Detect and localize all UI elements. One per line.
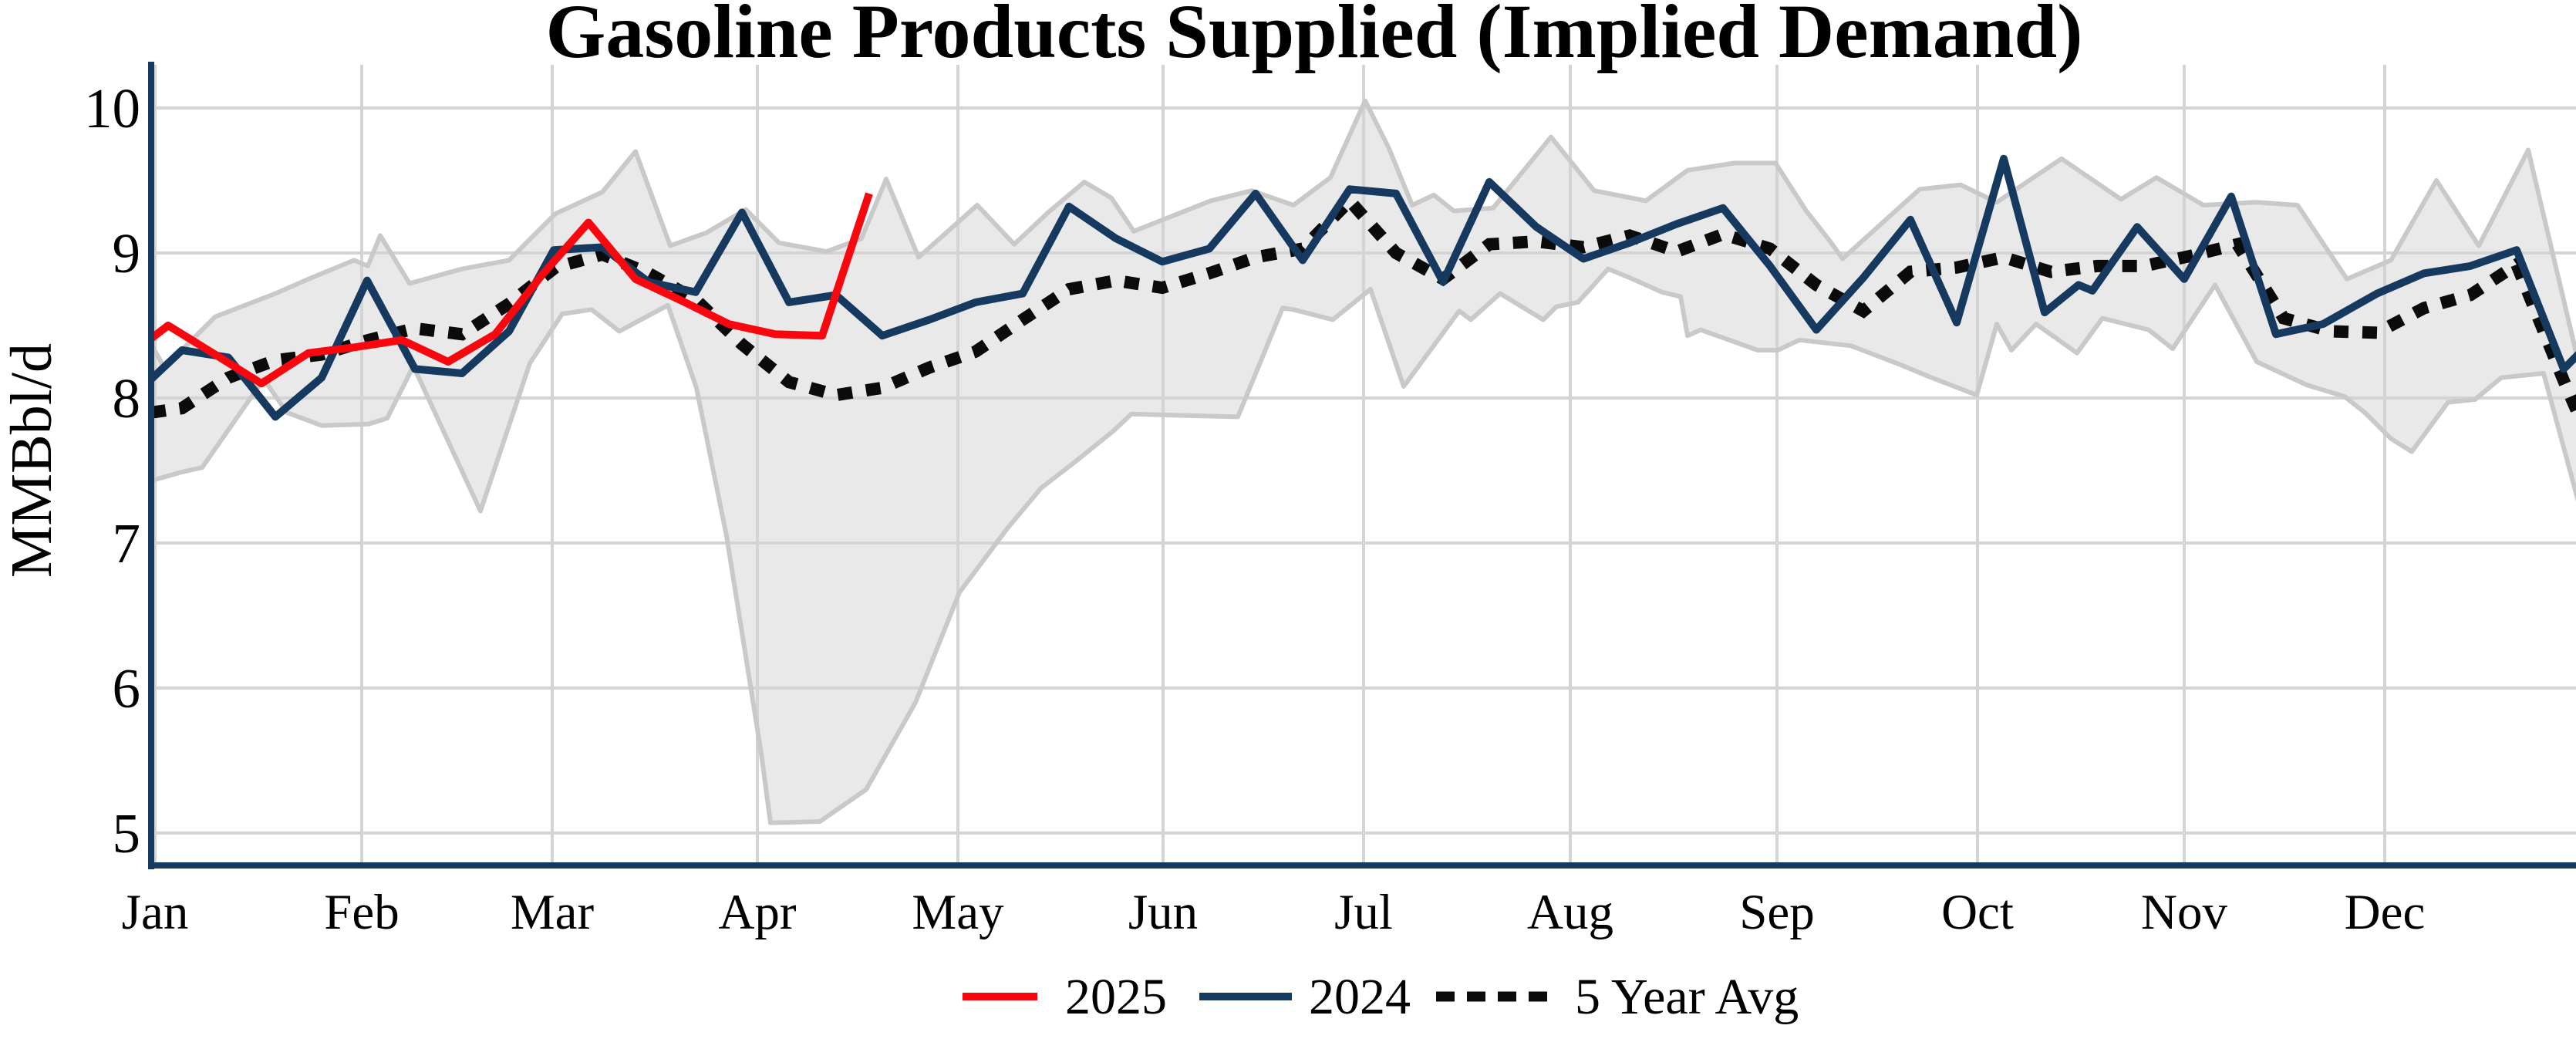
svg-text:Oct: Oct [1941,885,2014,940]
svg-text:Dec: Dec [2345,885,2426,940]
svg-text:2024: 2024 [1309,969,1411,1025]
svg-text:5: 5 [113,802,141,865]
svg-text:Jan: Jan [122,885,189,940]
svg-text:7: 7 [113,512,141,575]
svg-text:Apr: Apr [718,885,796,940]
svg-text:Aug: Aug [1527,885,1613,940]
svg-text:MMBbl/d: MMBbl/d [0,343,64,578]
svg-text:May: May [912,885,1004,940]
svg-text:Mar: Mar [511,885,595,940]
svg-text:5 Year Avg: 5 Year Avg [1575,969,1799,1025]
svg-text:Jul: Jul [1334,885,1393,940]
svg-text:Gasoline Products Supplied (Im: Gasoline Products Supplied (Implied Dema… [546,0,2083,74]
svg-text:Sep: Sep [1739,885,1815,940]
svg-text:Feb: Feb [324,885,400,940]
svg-text:6: 6 [113,657,141,720]
svg-text:2025: 2025 [1065,969,1167,1025]
svg-text:Jun: Jun [1128,885,1198,940]
svg-text:Nov: Nov [2141,885,2227,940]
svg-text:8: 8 [113,367,141,430]
svg-text:10: 10 [84,77,140,140]
svg-text:9: 9 [113,222,141,285]
